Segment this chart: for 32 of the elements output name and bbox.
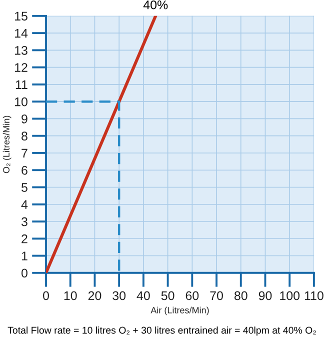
y-tick-label: 4 bbox=[21, 200, 28, 209]
y-tick-label: 10 bbox=[15, 97, 28, 106]
y-tick-label: 7 bbox=[22, 148, 28, 158]
annotation: 40% bbox=[143, 0, 168, 10]
x-tick-label: 80 bbox=[234, 291, 248, 300]
y-tick-label: 0 bbox=[21, 268, 28, 278]
x-tick-label: 70 bbox=[210, 291, 223, 300]
x-tick-label: 40 bbox=[136, 291, 150, 300]
y-tick-label: 6 bbox=[22, 166, 28, 175]
y-tick-label: 3 bbox=[21, 217, 28, 226]
x-tick-label: 110 bbox=[304, 291, 324, 300]
x-tick-label: 0 bbox=[43, 291, 49, 300]
y-tick-label: 11 bbox=[16, 80, 28, 89]
y-tick-label: 2 bbox=[22, 234, 28, 244]
x-tick-label: 90 bbox=[258, 291, 272, 300]
y-tick-label: 14 bbox=[15, 28, 28, 38]
y-tick-label: 12 bbox=[15, 63, 28, 72]
y-tick-label: 1 bbox=[22, 252, 28, 260]
x-tick-label: 100 bbox=[280, 291, 300, 300]
y-axis-title: O₂ (Litres/Min) bbox=[2, 116, 12, 174]
y-tick-label: 13 bbox=[15, 46, 28, 55]
y-tick-label: 9 bbox=[22, 114, 28, 124]
y-tick-label: 15 bbox=[15, 12, 28, 21]
text: Total Flow rate = 10 litres O₂ + 30 litres entrained air = 40lpm at 40% O₂ bbox=[8, 326, 316, 336]
x-tick-label: 30 bbox=[112, 291, 126, 300]
y-tick-label: 8 bbox=[22, 132, 28, 140]
x-axis-title: Air (Litres/Min) bbox=[150, 306, 209, 316]
y-tick-label: 5 bbox=[22, 183, 28, 192]
x-tick-label: 50 bbox=[161, 291, 174, 300]
x-tick-label: 60 bbox=[186, 291, 199, 300]
x-tick-label: 20 bbox=[88, 291, 102, 300]
x-tick-label: 10 bbox=[64, 291, 77, 300]
